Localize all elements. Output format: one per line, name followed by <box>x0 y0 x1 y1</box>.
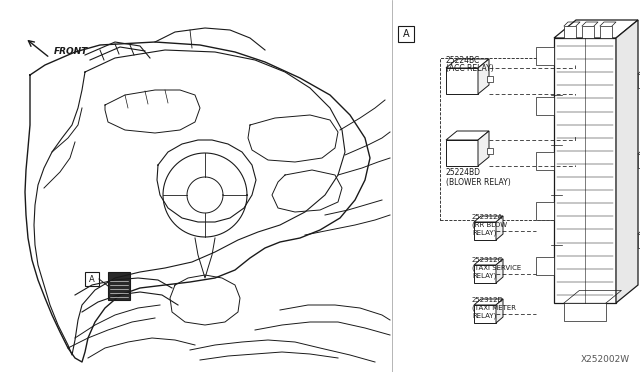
Text: A: A <box>89 275 95 283</box>
Polygon shape <box>496 299 503 323</box>
FancyBboxPatch shape <box>638 234 640 248</box>
Text: 252312A: 252312A <box>472 214 503 220</box>
FancyBboxPatch shape <box>536 257 554 275</box>
Polygon shape <box>496 259 503 283</box>
FancyBboxPatch shape <box>536 97 554 115</box>
Text: (ACC RELAY): (ACC RELAY) <box>446 64 493 73</box>
FancyBboxPatch shape <box>564 303 606 321</box>
FancyBboxPatch shape <box>554 38 616 303</box>
Text: 25224BD: 25224BD <box>446 168 481 177</box>
FancyBboxPatch shape <box>638 74 640 88</box>
FancyBboxPatch shape <box>536 47 554 65</box>
FancyBboxPatch shape <box>638 154 640 168</box>
FancyBboxPatch shape <box>474 305 496 323</box>
FancyBboxPatch shape <box>474 265 496 283</box>
Text: RELAY): RELAY) <box>472 273 497 279</box>
Text: (BLOWER RELAY): (BLOWER RELAY) <box>446 178 511 187</box>
Text: (RR BLOW: (RR BLOW <box>472 221 507 228</box>
Polygon shape <box>474 216 503 222</box>
Text: RELAY): RELAY) <box>472 312 497 319</box>
Polygon shape <box>554 20 638 38</box>
Polygon shape <box>478 59 489 94</box>
Polygon shape <box>474 299 503 305</box>
Text: A: A <box>403 29 410 39</box>
Text: RELAY): RELAY) <box>472 230 497 236</box>
Polygon shape <box>496 216 503 240</box>
Polygon shape <box>474 259 503 265</box>
Text: (TAXI SERVICE: (TAXI SERVICE <box>472 264 521 271</box>
FancyBboxPatch shape <box>536 152 554 170</box>
Text: X252002W: X252002W <box>581 355 630 364</box>
Polygon shape <box>446 59 489 68</box>
FancyBboxPatch shape <box>474 222 496 240</box>
FancyBboxPatch shape <box>108 272 130 300</box>
FancyBboxPatch shape <box>487 148 493 154</box>
FancyBboxPatch shape <box>582 26 594 38</box>
Text: 252312C: 252312C <box>472 257 503 263</box>
FancyBboxPatch shape <box>487 76 493 82</box>
Text: 25224BC: 25224BC <box>446 56 480 65</box>
Polygon shape <box>478 131 489 166</box>
Text: 252312D: 252312D <box>472 297 504 303</box>
FancyBboxPatch shape <box>85 272 99 286</box>
Text: (TAXI METER: (TAXI METER <box>472 305 516 311</box>
Polygon shape <box>446 131 489 140</box>
FancyBboxPatch shape <box>600 26 612 38</box>
Polygon shape <box>616 20 638 303</box>
FancyBboxPatch shape <box>446 140 478 166</box>
FancyBboxPatch shape <box>446 68 478 94</box>
Text: FRONT: FRONT <box>54 48 88 57</box>
FancyBboxPatch shape <box>398 26 414 42</box>
FancyBboxPatch shape <box>564 26 576 38</box>
FancyBboxPatch shape <box>536 202 554 220</box>
